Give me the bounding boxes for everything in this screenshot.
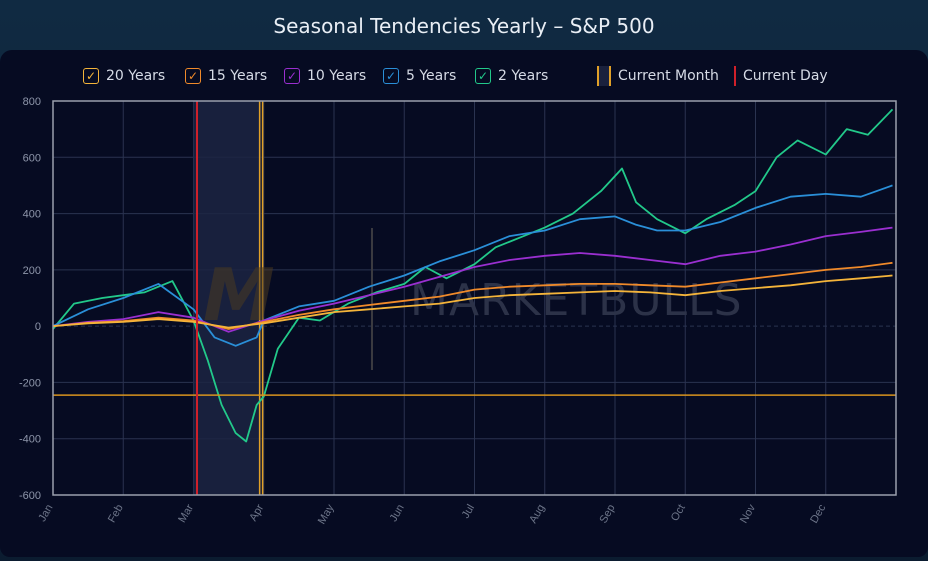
legend-item-current-day[interactable]: Current Day (730, 62, 828, 90)
legend-label: 2 Years (498, 68, 549, 84)
x-tick-label: Nov (738, 502, 758, 525)
legend-label: 15 Years (208, 68, 268, 84)
y-tick-label: -200 (19, 377, 41, 389)
series-line-s2 (52, 108, 894, 443)
y-tick-label: 200 (23, 265, 41, 277)
current-month-swatch-icon (597, 66, 611, 86)
checkbox-icon: ✓ (383, 68, 399, 84)
plot-border (52, 100, 897, 496)
legend-label: Current Day (743, 68, 828, 84)
checkbox-icon: ✓ (83, 68, 99, 84)
series-line-s20 (52, 274, 893, 329)
legend-item-20-years[interactable]: ✓ 20 Years (83, 62, 165, 90)
x-tick-label: Sep (597, 503, 617, 526)
x-tick-label: Jan (36, 503, 55, 524)
checkbox-icon: ✓ (284, 68, 300, 84)
chart-title: Seasonal Tendencies Yearly – S&P 500 (273, 14, 655, 38)
x-tick-label: Apr (247, 502, 266, 523)
y-tick-label: 800 (23, 96, 41, 108)
legend-item-10-years[interactable]: ✓ 10 Years (284, 62, 366, 90)
x-tick-label: Oct (669, 503, 688, 524)
legend-item-5-years[interactable]: ✓ 5 Years (383, 62, 456, 90)
x-tick-label: Mar (176, 502, 196, 525)
x-tick-label: Aug (527, 503, 547, 526)
series-line-s10 (52, 226, 893, 333)
legend-label: 5 Years (406, 68, 457, 84)
chart-panel (0, 50, 928, 557)
x-tick-label: Jul (460, 503, 477, 521)
x-tick-label: Dec (808, 502, 828, 525)
x-tick-label: May (316, 502, 337, 526)
y-tick-label: 400 (23, 209, 41, 221)
y-tick-label: 0 (35, 321, 41, 333)
current-day-swatch-icon (734, 66, 736, 86)
legend-label: Current Month (618, 68, 719, 84)
legend: ✓ 20 Years ✓ 15 Years ✓ 10 Years ✓ 5 Yea… (0, 62, 928, 90)
legend-item-15-years[interactable]: ✓ 15 Years (185, 62, 267, 90)
x-tick-label: Jun (388, 503, 407, 524)
legend-item-2-years[interactable]: ✓ 2 Years (475, 62, 548, 90)
y-tick-label: -400 (19, 434, 41, 446)
legend-label: 20 Years (106, 68, 166, 84)
y-tick-label: -600 (19, 490, 41, 502)
series-line-s15 (52, 261, 893, 330)
checkbox-icon: ✓ (475, 68, 491, 84)
x-tick-label: Feb (106, 503, 126, 525)
legend-item-current-month[interactable]: Current Month (597, 62, 719, 90)
checkbox-icon: ✓ (185, 68, 201, 84)
y-tick-label: 600 (23, 152, 41, 164)
legend-label: 10 Years (307, 68, 367, 84)
